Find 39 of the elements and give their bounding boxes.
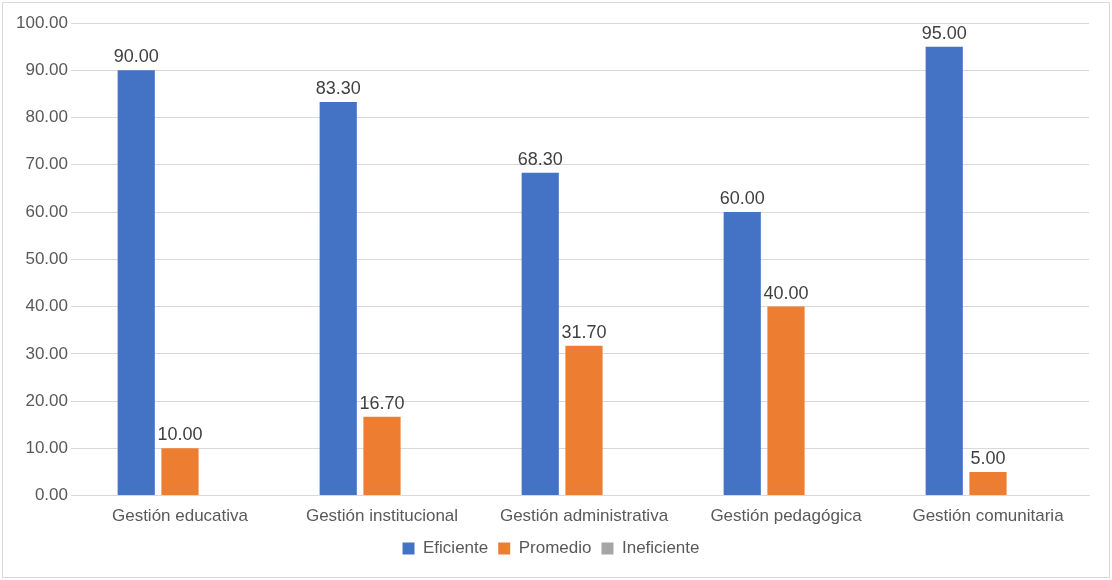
bar <box>723 212 761 496</box>
data-label: 60.00 <box>719 188 765 209</box>
data-label: 16.70 <box>359 392 405 413</box>
x-tick-label: Gestión institucional <box>305 506 459 526</box>
data-label: 90.00 <box>113 46 159 67</box>
bar <box>319 101 357 496</box>
y-tick-label: 20.00 <box>25 390 68 410</box>
y-tick-label: 80.00 <box>25 107 68 127</box>
y-tick-label: 50.00 <box>25 248 68 268</box>
legend-label: Eficiente <box>423 538 489 558</box>
x-tick-label: Gestión comunitaria <box>912 506 1065 526</box>
y-tick-label: 100.00 <box>16 12 68 32</box>
y-tick-label: 90.00 <box>25 59 68 79</box>
y-tick-label: 0.00 <box>34 485 68 505</box>
x-tick-label: Gestión educativa <box>111 506 249 526</box>
bar <box>521 172 559 496</box>
x-tick-label: Gestión pedagógica <box>710 506 863 526</box>
bar <box>767 306 805 496</box>
data-label: 95.00 <box>921 22 967 43</box>
data-label: 68.30 <box>517 148 563 169</box>
y-tick-label: 10.00 <box>25 438 68 458</box>
y-tick-label: 70.00 <box>25 154 68 174</box>
legend-label: Ineficiente <box>621 538 700 558</box>
bar <box>565 345 603 496</box>
data-label: 40.00 <box>763 282 809 303</box>
data-label: 31.70 <box>561 321 607 342</box>
legend-label: Promedio <box>518 538 592 558</box>
bar <box>117 70 155 496</box>
bar <box>161 448 199 496</box>
x-tick-label: Gestión administrativa <box>499 506 669 526</box>
data-label: 10.00 <box>157 424 203 445</box>
bar <box>969 471 1007 496</box>
bar <box>363 416 401 496</box>
y-tick-label: 60.00 <box>25 201 68 221</box>
bar <box>925 46 963 496</box>
y-tick-label: 40.00 <box>25 296 68 316</box>
data-label: 5.00 <box>970 447 1006 468</box>
y-tick-label: 30.00 <box>25 343 68 363</box>
data-label: 83.30 <box>315 77 361 98</box>
